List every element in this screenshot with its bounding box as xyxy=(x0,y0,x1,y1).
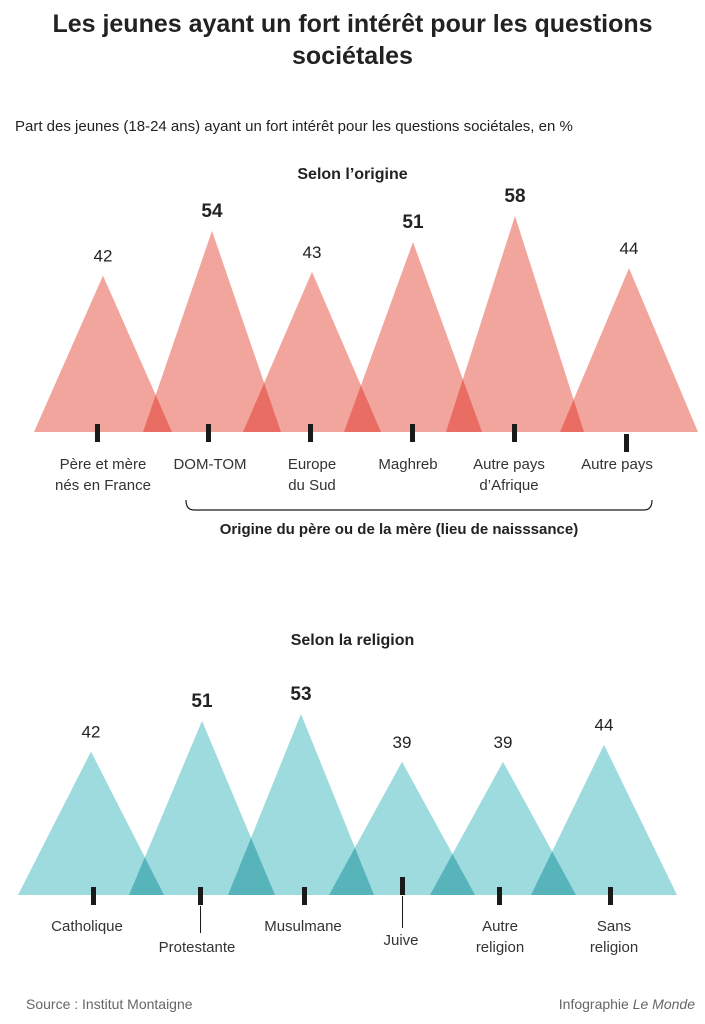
category-tick xyxy=(400,877,405,895)
category-tick xyxy=(198,887,203,905)
triangle-mark xyxy=(129,720,275,895)
chart-subtitle: Part des jeunes (18-24 ans) ayant un for… xyxy=(15,118,573,135)
value-label: 39 xyxy=(494,733,513,752)
category-label: Catholique xyxy=(51,918,123,935)
triangle-mark xyxy=(18,751,164,895)
category-tick xyxy=(206,424,211,442)
value-label: 43 xyxy=(303,243,322,262)
triangle-mark xyxy=(531,744,677,895)
origin-bracket xyxy=(185,499,653,511)
credit-prefix: Infographie xyxy=(558,996,633,1012)
value-label: 44 xyxy=(620,239,639,258)
value-label: 51 xyxy=(191,691,213,712)
origin-section-title: Selon l’origine xyxy=(297,166,408,183)
category-tick xyxy=(410,424,415,442)
category-label: Autre religion xyxy=(476,918,524,956)
value-label: 42 xyxy=(82,723,101,742)
religion-chart: 42 51 53 39 39 44 Catholique Protestante Musulma… xyxy=(18,684,677,956)
triangle-mark xyxy=(329,761,475,895)
chart-title: Les jeunes ayant un fort intérêt pour le… xyxy=(52,10,653,70)
triangle-mark xyxy=(243,271,381,432)
value-label: 42 xyxy=(94,247,113,266)
category-label: Europe du Sud xyxy=(288,456,336,494)
religion-section-title: Selon la religion xyxy=(290,632,415,649)
category-tick xyxy=(95,424,100,442)
category-tick xyxy=(608,887,613,905)
value-label: 39 xyxy=(393,733,412,752)
category-label: Sans religion xyxy=(590,918,638,956)
credit-note: Infographie Le Monde xyxy=(559,996,695,1012)
category-tick xyxy=(512,424,517,442)
category-label: Autre pays d’Afrique xyxy=(473,456,545,494)
triangle-mark xyxy=(143,230,281,432)
triangle-mark xyxy=(446,216,584,432)
category-label: Protestante xyxy=(159,939,236,956)
category-tick xyxy=(91,887,96,905)
category-label: Maghreb xyxy=(378,456,437,473)
value-label: 44 xyxy=(595,716,614,735)
category-tick xyxy=(302,887,307,905)
triangle-mark xyxy=(560,268,698,432)
value-label: 51 xyxy=(402,212,424,233)
category-label: Juive xyxy=(383,932,418,949)
category-tick xyxy=(624,434,629,452)
credit-brand: Le Monde xyxy=(632,996,695,1012)
source-note: Source : Institut Montaigne xyxy=(26,996,193,1012)
triangle-mark xyxy=(34,275,172,432)
triangle-mark xyxy=(228,714,374,895)
triangle-mark xyxy=(430,761,576,895)
bracket-label: Origine du père ou de la mère (lieu de n… xyxy=(220,521,578,538)
category-label: DOM-TOM xyxy=(173,456,246,473)
category-label: Autre pays xyxy=(581,456,653,473)
origin-chart: 42 54 43 51 58 44 Père et mère nés en France DOM… xyxy=(34,186,698,538)
category-tick xyxy=(497,887,502,905)
value-label: 54 xyxy=(201,201,223,222)
triangle-mark xyxy=(344,242,482,432)
category-label: Musulmane xyxy=(264,918,342,935)
category-tick xyxy=(308,424,313,442)
value-label: 53 xyxy=(290,684,311,705)
category-label: Père et mère nés en France xyxy=(55,456,151,494)
value-label: 58 xyxy=(504,186,525,207)
